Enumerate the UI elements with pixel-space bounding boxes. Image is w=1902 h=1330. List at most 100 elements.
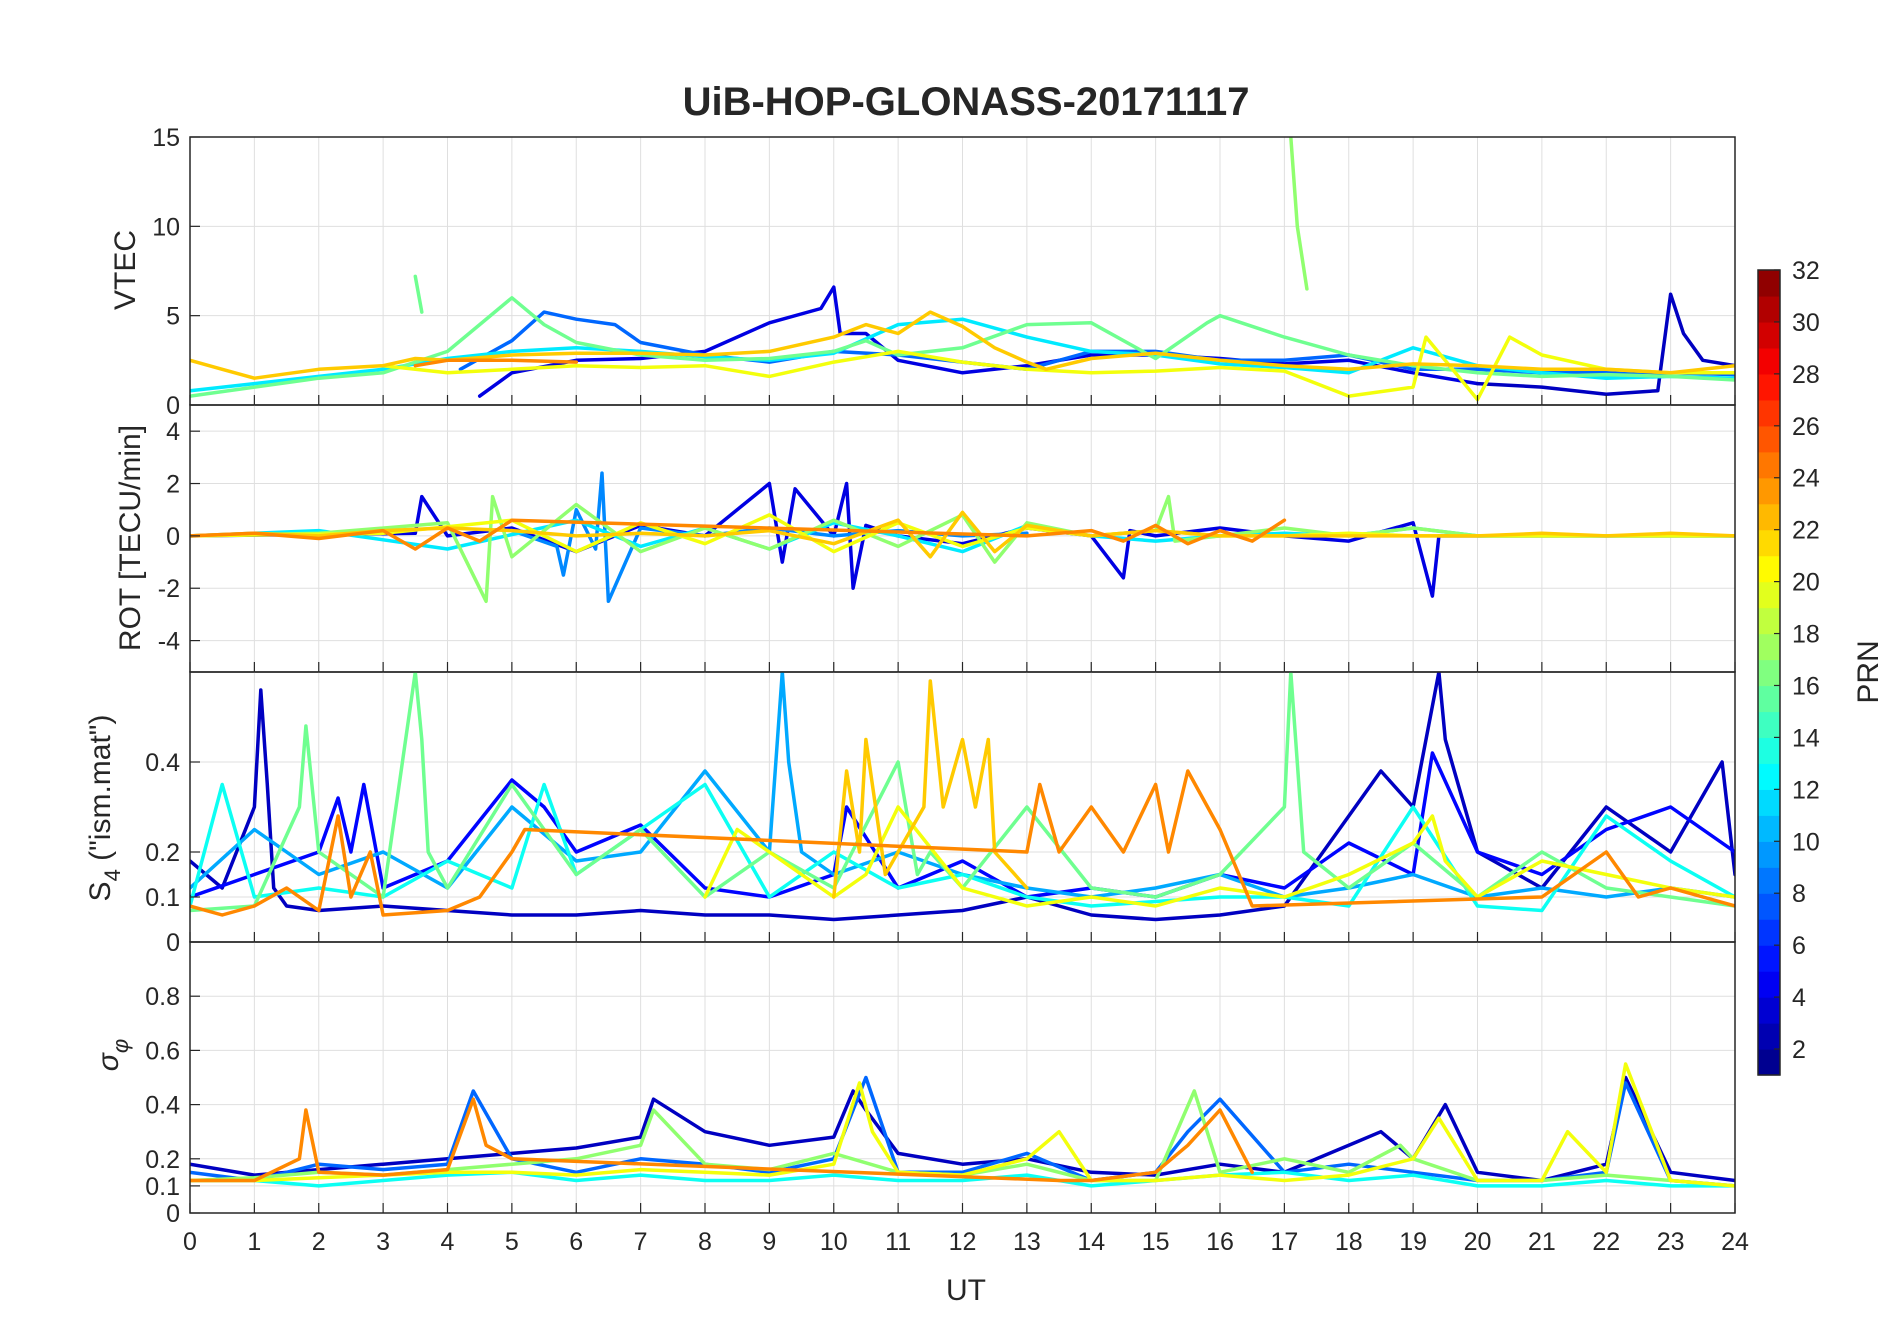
colorbar-tick-label: 24 [1792,465,1820,493]
panel-s4-ylabel-sub: 4 [100,869,125,881]
colorbar-swatch [1758,1049,1780,1076]
panel-rot: -4 -2 0 2 4 ROT [TECU/min] [114,404,1736,673]
panel-s4-series-prn-10 [190,672,1735,899]
x-tick-label: 5 [505,1228,519,1256]
colorbar-swatch [1758,321,1780,349]
panel-vtec-series-prn-17 [1289,137,1309,291]
colorbar-swatch [1758,763,1780,790]
x-tick-label: 10 [820,1228,848,1256]
panel-sigma-phi-ticks: 00.10.2 0.4 0.6 0.8 [145,983,1736,1228]
chart-title: UiB-HOP-GLONASS-20171117 [683,80,1250,124]
panel-s4-ytick-label: 0.2 [145,839,180,867]
panel-rot-ytick-label: 4 [166,418,180,446]
colorbar-swatches [1758,270,1780,1076]
colorbar-swatch [1758,581,1780,609]
panel-s4-ticks: 0 0.1 0.2 0.4 [145,749,1736,957]
colorbar-swatch [1758,971,1780,998]
panel-sigma-phi-ytick-label: 0 [166,1200,180,1228]
panel-sigma-phi-ytick-label: 0.4 [145,1092,180,1120]
colorbar-swatch [1758,529,1780,557]
panel-s4-lines [190,672,1735,922]
x-tick-label: 18 [1335,1228,1363,1256]
colorbar-swatch [1758,919,1780,946]
colorbar-tick-label: 28 [1792,361,1820,389]
x-tick-label: 4 [441,1228,455,1256]
panel-rot-ytick-label: 0 [166,523,180,551]
panel-vtec-series-prn-24 [413,358,579,368]
panel-sigma-phi-ytick-label: 0.6 [145,1037,180,1065]
colorbar-swatch [1758,270,1780,297]
colorbar-tick-label: 6 [1792,932,1806,960]
panel-sigma-phi-series-prn-3 [190,1075,1735,1183]
colorbar-swatch [1758,607,1780,635]
x-tick-label: 3 [376,1228,390,1256]
panel-vtec-ticks: 0 5 10 15 [152,124,1736,420]
panel-vtec-series-prn-20 [381,335,1735,402]
colorbar-tick-label: 22 [1792,517,1820,545]
panel-vtec-ytick-label: 5 [166,303,180,331]
panel-vtec-ytick-label: 10 [152,213,180,241]
x-tick-label: 12 [949,1228,977,1256]
colorbar-swatch [1758,841,1780,868]
panel-s4-series-prn-5 [190,751,1735,899]
x-tick-label: 24 [1721,1228,1749,1256]
colorbar-tick-label: 14 [1792,724,1820,752]
panel-s4-ytick-label: 0 [166,929,180,957]
colorbar-tick-label: 26 [1792,413,1820,441]
panel-vtec-lines [190,137,1735,402]
panel-vtec-series-prn-22 [190,310,1735,380]
panel-s4-ylabel-main: S [84,881,117,901]
colorbar-swatch [1758,477,1780,505]
colorbar-tick-label: 8 [1792,880,1806,908]
colorbar-swatch [1758,347,1780,375]
colorbar-swatch [1758,451,1780,479]
colorbar-swatch [1758,659,1780,687]
colorbar-swatch [1758,399,1780,427]
panel-s4-series-prn-24 [190,769,1735,917]
panel-vtec-ytick-label: 0 [166,392,180,420]
panel-sigma-phi-ylabel-main: σ [92,1051,125,1071]
x-tick-label: 22 [1592,1228,1620,1256]
panel-s4-series-prn-22 [832,679,1029,899]
panel-sigma-phi-ytick-label: 0.2 [145,1146,180,1174]
panel-rot-lines [190,471,1735,604]
colorbar-frame [1757,269,1781,1076]
colorbar-tick-label: 12 [1792,776,1820,804]
x-tick-label: 17 [1270,1228,1298,1256]
panel-sigma-phi-series-prn-20 [190,1062,1735,1188]
x-tick-label: 13 [1013,1228,1041,1256]
colorbar-swatch [1758,425,1780,453]
x-tick-label: 21 [1528,1228,1556,1256]
colorbar-swatch [1758,1023,1780,1050]
panel-sigma-phi-ytick-label: 0.8 [145,983,180,1011]
panel-sigma-phi-ytick-label: 0.1 [145,1173,180,1201]
x-tick-label: 7 [634,1228,648,1256]
colorbar-tick-label: 20 [1792,569,1820,597]
colorbar-swatch [1758,711,1780,739]
colorbar-swatch [1758,945,1780,972]
panel-sigma-phi-ylabel: σφ [92,1039,133,1071]
panel-sigma-phi-lines [190,1062,1735,1188]
colorbar-tick-label: 30 [1792,309,1820,337]
x-tick-label: 15 [1142,1228,1170,1256]
colorbar-tick-label: 2 [1792,1036,1806,1064]
panel-s4-ytick-label: 0.1 [145,884,180,912]
panel-rot-ytick-label: -2 [158,575,180,603]
colorbar-swatch [1758,867,1780,894]
x-tick-label: 16 [1206,1228,1234,1256]
panel-s4-series-prn-3 [190,672,1735,922]
colorbar-tick-label: 32 [1792,257,1820,285]
panel-rot-ylabel: ROT [TECU/min] [114,425,147,651]
panel-vtec-series-prn-16 [413,274,424,314]
x-tick-label: 6 [569,1228,583,1256]
x-tick-label: 8 [698,1228,712,1256]
panel-s4-ytick-label: 0.4 [145,749,180,777]
x-tick-label: 1 [247,1228,261,1256]
colorbar-swatch [1758,737,1780,764]
panel-vtec-series-prn-16 [190,296,1735,398]
panel-s4: 0 0.1 0.2 0.4 S4 ("ism.mat") [84,671,1736,957]
panel-s4-ylabel-rest: ("ism.mat") [84,715,117,870]
x-tick-label: 19 [1399,1228,1427,1256]
